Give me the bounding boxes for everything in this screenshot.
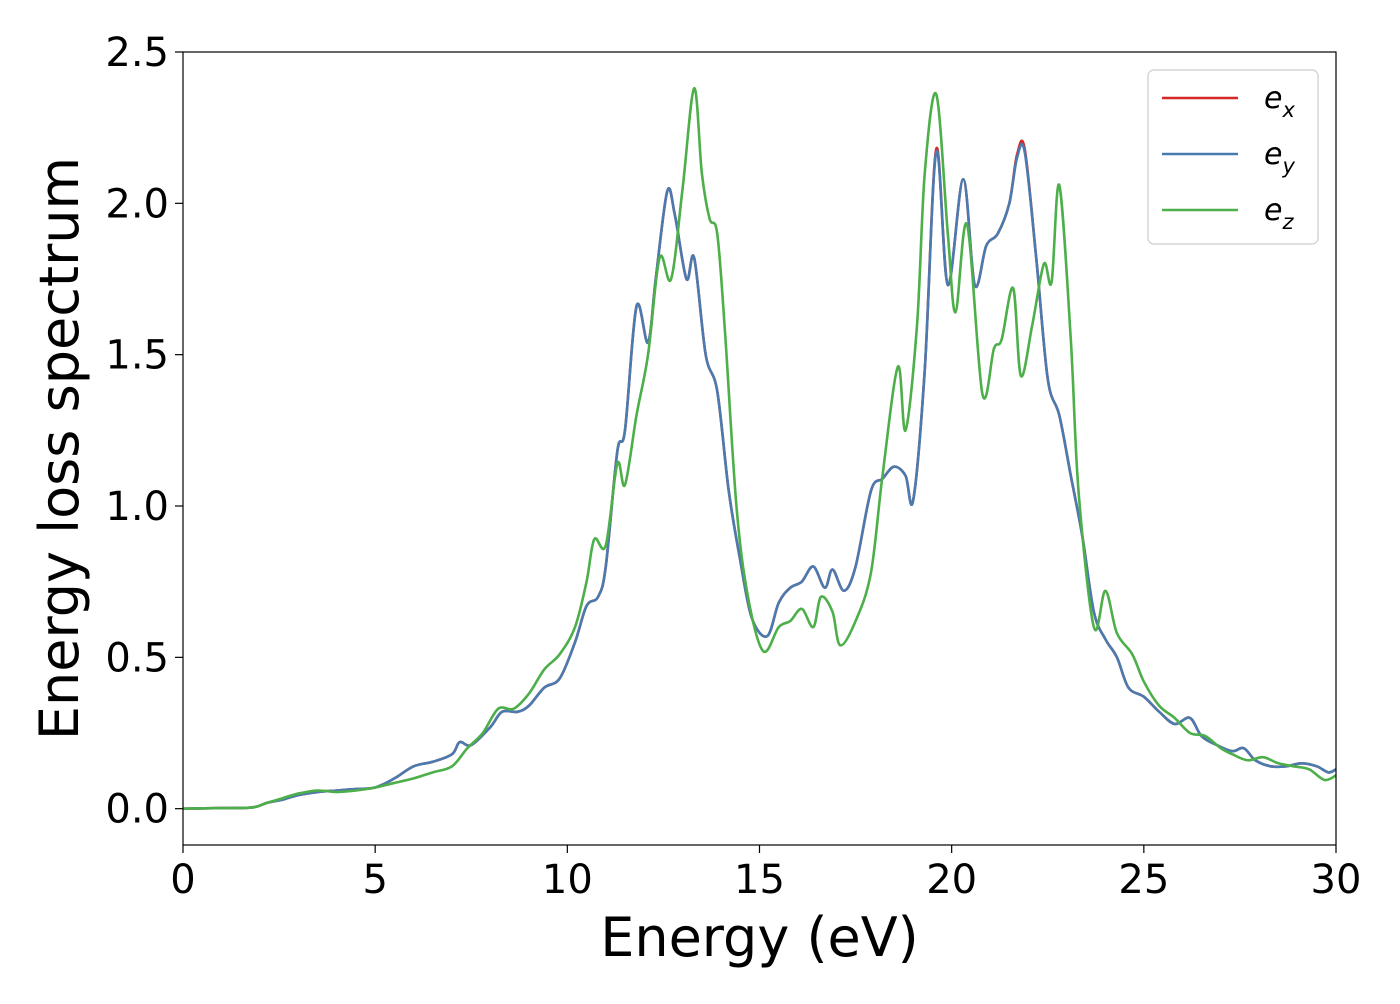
x-tick-label: 30 [1311,857,1362,903]
x-axis-ticks: 0 5 10 15 20 25 30 [170,845,1361,903]
legend-label-subscript: z [1281,210,1294,234]
legend-label-y: ey [1264,137,1295,178]
x-axis-label: Energy (eV) [600,906,919,969]
legend-box [1147,69,1319,245]
x-tick-label: 25 [1118,857,1169,903]
x-tick-label: 10 [542,857,593,903]
x-tick-label: 0 [170,857,195,903]
legend-label-base: e [1264,137,1282,172]
y-tick-label: 2.0 [105,181,169,227]
x-tick-label: 15 [734,857,785,903]
legend-label-z: ez [1264,193,1294,234]
y-tick-label: 2.5 [105,30,169,76]
x-tick-label: 5 [362,857,387,903]
legend-label-x: ex [1264,81,1295,122]
y-tick-label: 1.0 [105,484,169,530]
y-tick-label: 0.5 [105,635,169,681]
y-tick-label: 0.0 [105,787,169,833]
y-axis-label: Energy loss spectrum [28,157,91,740]
plot-series-group [183,87,1336,810]
legend-label-subscript: x [1281,98,1295,122]
legend-label-subscript: y [1281,154,1295,178]
y-axis-ticks: 0.0 0.5 1.0 1.5 2.0 2.5 [105,30,183,833]
y-tick-label: 1.5 [105,333,169,379]
series-line-z [183,87,1336,810]
legend-label-base: e [1264,81,1282,116]
legend-label-base: e [1264,193,1282,228]
x-tick-label: 20 [926,857,977,903]
